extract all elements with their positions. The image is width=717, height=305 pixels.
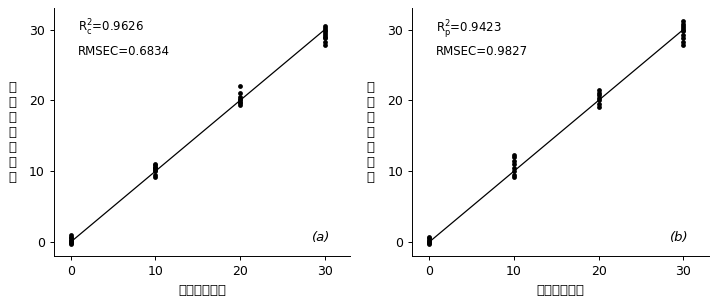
Point [150, 166, 161, 171]
Point [319, 33, 331, 38]
Point [319, 27, 331, 32]
Point [65, 240, 77, 245]
Point [150, 163, 161, 168]
Point [508, 169, 520, 174]
Point [150, 172, 161, 177]
Point [678, 21, 689, 26]
Point [593, 105, 604, 110]
Point [508, 162, 520, 167]
Y-axis label: 预
测
的
害
虫
数
量: 预 测 的 害 虫 数 量 [367, 81, 375, 184]
Point [678, 19, 689, 23]
Point [424, 237, 435, 242]
Point [593, 96, 604, 101]
Point [678, 36, 689, 41]
Text: $\mathrm{R}_{p}^{2}$=0.9423: $\mathrm{R}_{p}^{2}$=0.9423 [436, 18, 502, 40]
Point [508, 155, 520, 160]
Point [593, 98, 604, 103]
Point [65, 235, 77, 239]
Point [678, 43, 689, 48]
Text: (a): (a) [312, 231, 330, 244]
Point [150, 162, 161, 167]
Point [678, 26, 689, 30]
Point [508, 165, 520, 170]
Point [234, 101, 246, 106]
Point [65, 238, 77, 243]
Point [234, 94, 246, 99]
Point [150, 165, 161, 170]
Point [150, 174, 161, 179]
Text: RMSEC=0.9827: RMSEC=0.9827 [436, 45, 528, 59]
Point [508, 152, 520, 157]
Point [234, 91, 246, 96]
Point [150, 164, 161, 169]
Y-axis label: 预
测
的
害
虫
数
量: 预 测 的 害 虫 数 量 [9, 81, 16, 184]
Point [424, 235, 435, 239]
Point [65, 232, 77, 237]
Point [319, 31, 331, 36]
Point [65, 239, 77, 244]
Point [319, 34, 331, 39]
X-axis label: 实际害虫数量: 实际害虫数量 [178, 284, 226, 297]
Point [424, 242, 435, 246]
Point [593, 87, 604, 92]
Point [678, 29, 689, 34]
Point [319, 43, 331, 48]
Point [678, 33, 689, 38]
Point [319, 26, 331, 30]
Point [319, 39, 331, 44]
Point [234, 84, 246, 89]
Point [424, 240, 435, 245]
Text: (b): (b) [670, 231, 689, 244]
Point [319, 23, 331, 28]
X-axis label: 实际害虫数量: 实际害虫数量 [536, 284, 584, 297]
Point [319, 36, 331, 41]
Text: $\mathrm{R}_{c}^{2}$=0.9626: $\mathrm{R}_{c}^{2}$=0.9626 [77, 18, 143, 38]
Point [150, 167, 161, 172]
Point [593, 102, 604, 106]
Point [234, 99, 246, 104]
Point [593, 92, 604, 97]
Point [65, 239, 77, 244]
Point [508, 172, 520, 177]
Point [678, 39, 689, 44]
Point [65, 236, 77, 241]
Point [593, 91, 604, 96]
Point [150, 169, 161, 174]
Point [508, 158, 520, 163]
Point [234, 96, 246, 101]
Point [65, 242, 77, 246]
Point [678, 23, 689, 28]
Point [234, 103, 246, 108]
Point [424, 239, 435, 244]
Point [319, 29, 331, 34]
Point [424, 236, 435, 241]
Point [65, 237, 77, 242]
Point [508, 174, 520, 179]
Point [678, 27, 689, 32]
Point [424, 239, 435, 244]
Point [234, 98, 246, 103]
Text: RMSEC=0.6834: RMSEC=0.6834 [77, 45, 170, 59]
